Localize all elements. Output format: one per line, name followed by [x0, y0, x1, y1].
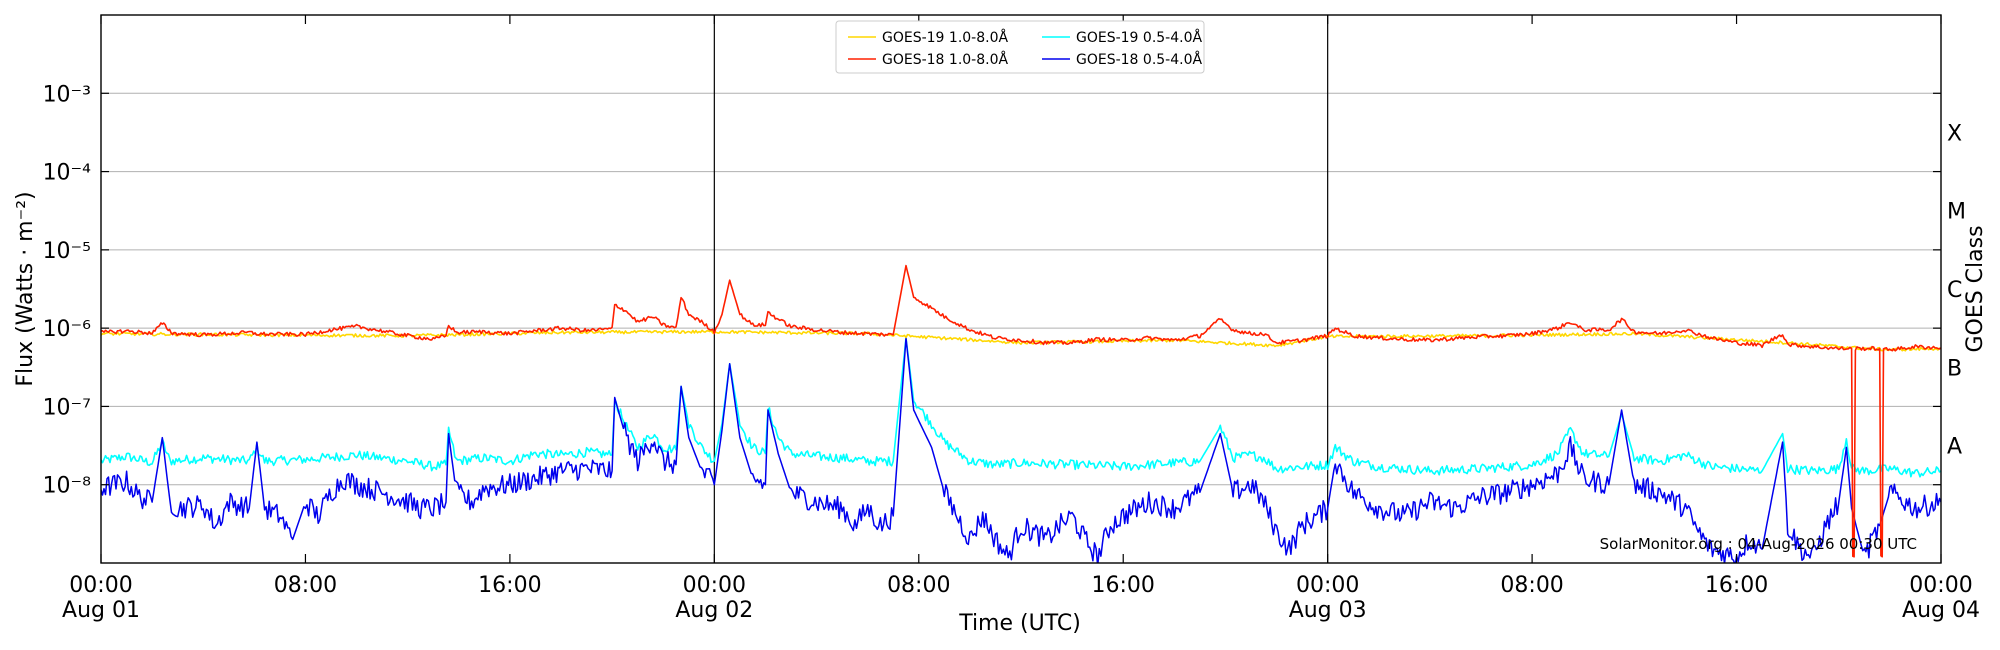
x-tick-time-label: 16:00 [478, 573, 541, 598]
axis-ticks [100, 15, 1942, 563]
goes-class-label: X [1947, 121, 1962, 146]
goes-class-label: C [1947, 278, 1962, 303]
series-line [101, 337, 1941, 478]
day-boundary-lines [713, 15, 1329, 563]
y-tick-label: 10⁻⁵ [43, 239, 91, 264]
legend-box [835, 20, 1205, 74]
x-tick-time-label: 08:00 [887, 573, 950, 598]
x-tick-date-label: Aug 01 [62, 598, 140, 623]
goes-class-labels: A B C M X [1947, 121, 1966, 459]
x-tick-date-label: Aug 04 [1902, 598, 1980, 623]
y2-axis-title: GOES Class [1963, 225, 1988, 352]
x-tick-time-label: 16:00 [1705, 573, 1768, 598]
y-tick-label: 10⁻⁶ [43, 317, 92, 342]
x-tick-time-label: 00:00 [683, 573, 746, 598]
y-tick-label: 10⁻⁸ [43, 474, 92, 499]
goes-class-label: M [1947, 200, 1966, 225]
x-tick-time-label: 08:00 [274, 573, 337, 598]
legend-label: GOES-19 1.0-8.0Å [882, 29, 1008, 46]
goes-class-label: A [1947, 435, 1962, 460]
goes-class-label: B [1947, 356, 1962, 381]
legend-label: GOES-19 0.5-4.0Å [1076, 29, 1202, 46]
y-tick-label: 10⁻⁷ [43, 395, 91, 420]
x-tick-time-label: 00:00 [1296, 573, 1359, 598]
x-tick-time-label: 16:00 [1092, 573, 1155, 598]
x-axis-title: Time (UTC) [958, 611, 1081, 636]
x-tick-time-label: 00:00 [1909, 573, 1972, 598]
plot-frame [100, 14, 1942, 564]
legend: GOES-19 1.0-8.0Å GOES-18 1.0-8.0Å GOES-19 … [835, 20, 1205, 74]
x-tick-date-label: Aug 02 [675, 598, 753, 623]
legend-label: GOES-18 1.0-8.0Å [882, 51, 1008, 68]
y-tick-labels: 10⁻⁸ 10⁻⁷ 10⁻⁶ 10⁻⁵ 10⁻⁴ 10⁻³ [43, 82, 92, 498]
watermark-text: SolarMonitor.org : 04-Aug-2026 00:30 UTC [1600, 535, 1917, 553]
series-line [101, 264, 1941, 558]
y-tick-label: 10⁻⁴ [43, 161, 92, 186]
series-line [101, 337, 1941, 563]
x-tick-time-label: 08:00 [1500, 573, 1563, 598]
gridlines [101, 92, 1941, 486]
y-axis-title: Flux (Watts · m⁻²) [13, 191, 38, 386]
series-group [101, 264, 1941, 563]
legend-label: GOES-18 0.5-4.0Å [1076, 51, 1202, 68]
y-tick-label: 10⁻³ [43, 82, 91, 107]
x-tick-date-label: Aug 03 [1289, 598, 1367, 623]
x-tick-time-label: 00:00 [69, 573, 132, 598]
